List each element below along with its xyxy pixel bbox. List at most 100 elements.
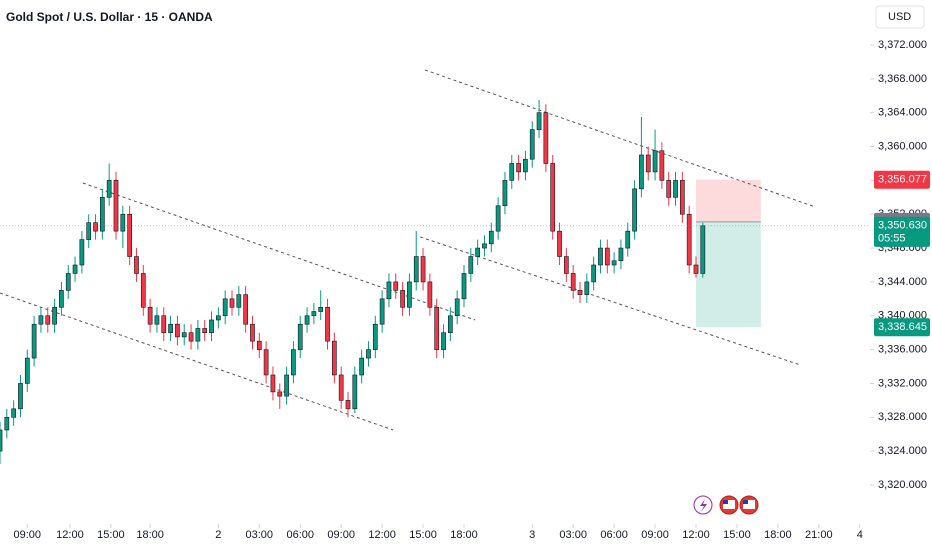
candle-body bbox=[577, 290, 583, 295]
x-tick-label: 03:00 bbox=[246, 529, 274, 541]
x-tick-label: 21:00 bbox=[805, 529, 833, 541]
price-label-box bbox=[874, 216, 930, 247]
candle-body bbox=[338, 374, 344, 401]
candle-body bbox=[604, 247, 610, 266]
y-tick-label: 3,372.000 bbox=[878, 39, 927, 51]
candle-body bbox=[195, 328, 201, 342]
candle-body bbox=[24, 357, 30, 384]
flag bbox=[723, 500, 735, 509]
candle-body bbox=[509, 163, 515, 181]
candle-body bbox=[154, 315, 160, 325]
candle-body bbox=[175, 323, 180, 338]
candle-body bbox=[188, 332, 194, 342]
price-axis bbox=[870, 0, 932, 550]
candle-body bbox=[700, 225, 706, 274]
candle-body bbox=[666, 180, 672, 198]
flag bbox=[723, 500, 728, 504]
x-tick-label: 12:00 bbox=[368, 529, 396, 541]
candle-body bbox=[352, 374, 358, 410]
chart-title: Gold Spot / U.S. Dollar · 15 · OANDA bbox=[6, 10, 213, 24]
x-tick-label: 18:00 bbox=[136, 529, 164, 541]
price-label: 3,356.077 bbox=[878, 174, 927, 186]
y-tick-label: 3,332.000 bbox=[878, 377, 927, 389]
candle-body bbox=[277, 391, 283, 397]
candle-body bbox=[632, 188, 637, 232]
x-tick-label: 3 bbox=[529, 529, 535, 541]
candle-body bbox=[147, 306, 153, 325]
target-zone bbox=[696, 221, 761, 328]
price-label: 3,350.630 bbox=[878, 220, 927, 232]
candle-body bbox=[550, 163, 556, 232]
x-tick-label: 15:00 bbox=[97, 529, 125, 541]
y-tick-label: 3,336.000 bbox=[878, 344, 927, 356]
candle-body bbox=[140, 273, 146, 308]
candle-body bbox=[202, 328, 208, 333]
countdown: 05:55 bbox=[878, 233, 906, 245]
candle-body bbox=[680, 180, 685, 215]
candle-body bbox=[673, 180, 678, 198]
x-tick-label: 09:00 bbox=[641, 529, 669, 541]
candle-body bbox=[495, 205, 501, 232]
candle-body bbox=[359, 357, 364, 376]
candle-body bbox=[38, 315, 44, 325]
lightning bbox=[700, 499, 707, 512]
candle-body bbox=[584, 281, 590, 295]
candle-body bbox=[400, 290, 405, 308]
plot-area bbox=[0, 69, 870, 464]
candle-body bbox=[598, 247, 603, 266]
candle-body bbox=[106, 180, 112, 198]
y-tick-label: 3,368.000 bbox=[878, 73, 927, 85]
candle-body bbox=[11, 408, 16, 418]
candle-body bbox=[645, 154, 651, 173]
x-tick-label: 12:00 bbox=[682, 529, 710, 541]
x-tick-label: 09:00 bbox=[14, 529, 42, 541]
flag bbox=[743, 500, 748, 504]
candle-body bbox=[529, 129, 535, 160]
candle-body bbox=[0, 429, 3, 452]
currency-box[interactable] bbox=[875, 5, 925, 29]
y-tick-label: 3,360.000 bbox=[878, 140, 927, 152]
candle-body bbox=[570, 273, 576, 291]
candle-body bbox=[304, 315, 310, 325]
candle-body bbox=[4, 416, 10, 431]
candle-body bbox=[120, 213, 126, 232]
candle-body bbox=[236, 294, 242, 308]
candle-body bbox=[79, 239, 85, 266]
trend-line bbox=[424, 69, 816, 208]
candle-body bbox=[488, 230, 494, 245]
candle-body bbox=[72, 264, 78, 274]
y-tick-label: 3,364.000 bbox=[878, 107, 927, 119]
x-tick-label: 06:00 bbox=[286, 529, 314, 541]
candle-body bbox=[482, 243, 487, 249]
candle-body bbox=[413, 256, 419, 283]
candle-body bbox=[543, 112, 549, 164]
candle-body bbox=[693, 264, 699, 274]
x-tick-label: 12:00 bbox=[56, 529, 84, 541]
candle-body bbox=[291, 349, 296, 376]
candle-body bbox=[270, 374, 276, 393]
candle-body bbox=[516, 163, 521, 173]
candle-body bbox=[461, 273, 467, 300]
candle-body bbox=[243, 294, 248, 325]
candle-body bbox=[222, 298, 228, 317]
candle-body bbox=[386, 281, 392, 300]
trend-line bbox=[420, 236, 801, 366]
price-label-box bbox=[874, 170, 930, 189]
candle-body bbox=[652, 150, 658, 173]
candle-body bbox=[659, 150, 665, 181]
x-tick-label: 18:00 bbox=[764, 529, 792, 541]
candle-body bbox=[372, 323, 378, 350]
candle-body bbox=[325, 306, 330, 342]
candle-body bbox=[31, 323, 37, 359]
y-tick-label: 3,320.000 bbox=[878, 479, 927, 491]
y-tick-label: 3,324.000 bbox=[878, 445, 927, 457]
candle-body bbox=[564, 256, 569, 274]
candle-body bbox=[18, 383, 23, 410]
event-icons bbox=[693, 495, 759, 515]
candle-body bbox=[311, 311, 317, 317]
candle-body bbox=[93, 222, 98, 232]
candle-body bbox=[229, 298, 235, 308]
y-tick-label: 3,328.000 bbox=[878, 411, 927, 423]
